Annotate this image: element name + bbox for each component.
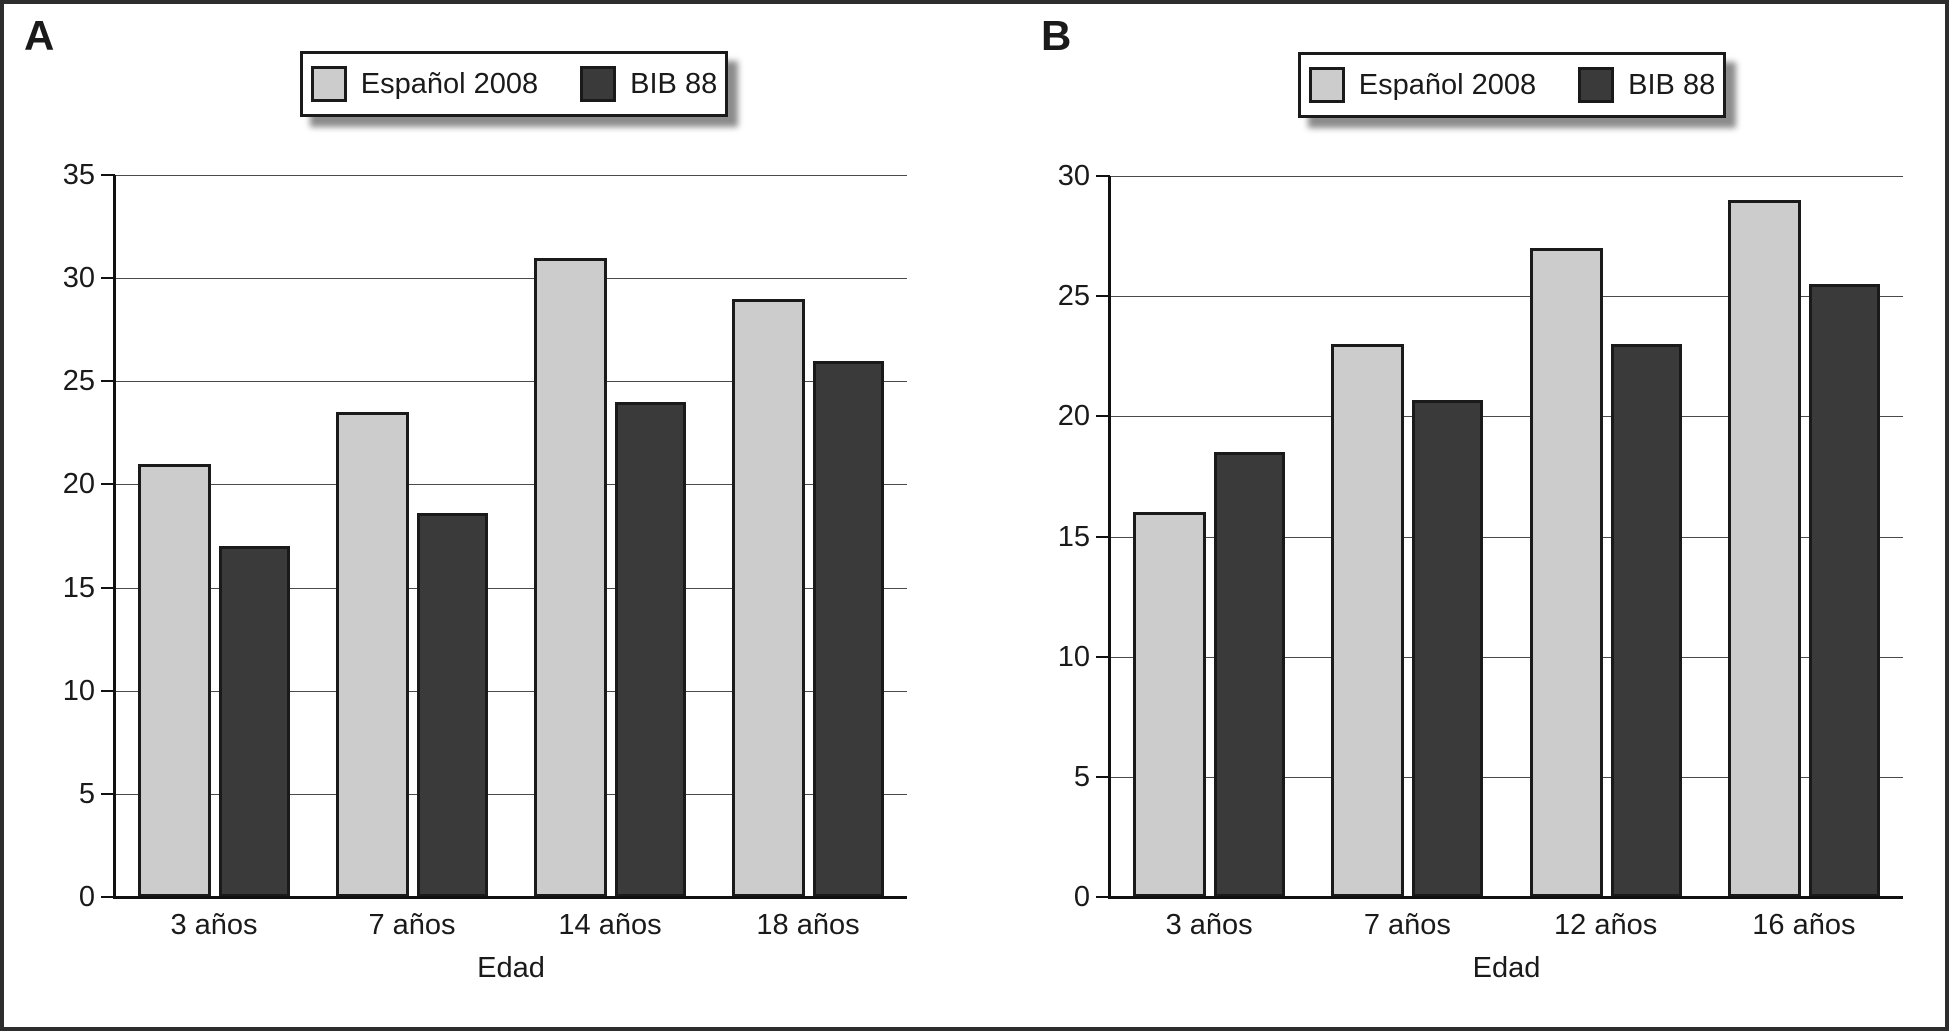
x-category-label: 7 años (1363, 909, 1451, 941)
y-axis (113, 175, 116, 899)
x-axis-baseline (1108, 896, 1903, 899)
bar-español-2008-18-años (732, 298, 805, 897)
bar-bib-88-3-años (1214, 452, 1286, 897)
y-tick-label-25: 25 (1057, 280, 1090, 313)
gridline-10 (115, 690, 907, 692)
bar-español-2008-7-años (1331, 344, 1405, 897)
legend-label: Español 2008 (1358, 68, 1537, 101)
y-tick-label-35: 35 (62, 159, 95, 191)
legend-label: BIB 88 (630, 67, 718, 100)
gridline-5 (115, 793, 907, 795)
y-tick-5 (1096, 775, 1110, 778)
bar-bib-88-18-años (813, 360, 884, 897)
x-category-label: 3 años (170, 909, 258, 941)
legend-entry: BIB 88 (580, 66, 717, 102)
legend-entry: Español 2008 (1308, 67, 1537, 103)
y-tick-25 (1096, 295, 1110, 298)
bar-bib-88-3-años (219, 546, 290, 897)
bar-español-2008-7-años (336, 412, 409, 897)
y-tick-label-25: 25 (62, 365, 95, 398)
bar-bib-88-16-años (1808, 284, 1880, 897)
y-tick-20 (1096, 415, 1110, 418)
legend-swatch-bib-88 (1578, 67, 1615, 103)
y-tick-0 (1096, 896, 1110, 898)
legend-label: Español 2008 (360, 67, 539, 100)
y-tick-label-10: 10 (1057, 640, 1090, 673)
y-tick-label-15: 15 (1057, 520, 1090, 553)
y-tick-25 (101, 380, 115, 383)
y-tick-5 (101, 792, 115, 795)
y-tick-30 (101, 277, 115, 280)
bar-español-2008-3-años (138, 463, 211, 897)
legend-swatch-español-2008 (310, 66, 347, 102)
y-tick-0 (101, 896, 115, 898)
y-tick-label-20: 20 (62, 468, 95, 501)
y-tick-label-10: 10 (62, 674, 95, 707)
y-tick-label-5: 5 (78, 777, 95, 810)
gridline-15 (115, 587, 907, 589)
bar-bib-88-7-años (1412, 399, 1484, 897)
y-tick-label-30: 30 (62, 262, 95, 295)
y-tick-35 (101, 174, 115, 176)
x-axis-title: Edad (1472, 952, 1541, 984)
y-tick-30 (1096, 175, 1110, 177)
bar-español-2008-3-años (1133, 512, 1207, 897)
legend-swatch-bib-88 (580, 66, 617, 102)
y-tick-15 (1096, 535, 1110, 538)
bar-bib-88-14-años (615, 401, 686, 897)
x-category-label: 14 años (558, 909, 662, 941)
bar-bib-88-7-años (417, 513, 488, 897)
gridline-35 (115, 175, 907, 176)
x-axis-baseline (113, 896, 907, 899)
y-tick-label-30: 30 (1057, 160, 1090, 192)
gridline-5 (1110, 776, 1903, 778)
legend-swatch-español-2008 (1308, 67, 1345, 103)
gridline-30 (1110, 176, 1903, 177)
bar-bib-88-12-años (1610, 344, 1682, 897)
y-tick-10 (1096, 655, 1110, 658)
y-tick-10 (101, 689, 115, 692)
y-tick-15 (101, 586, 115, 589)
bar-español-2008-12-años (1529, 248, 1603, 897)
legend-entry: BIB 88 (1578, 67, 1715, 103)
gridline-20 (115, 484, 907, 486)
gridline-25 (115, 381, 907, 383)
y-tick-label-20: 20 (1057, 400, 1090, 433)
bar-español-2008-16-años (1727, 200, 1801, 897)
x-category-label: 12 años (1554, 909, 1658, 941)
gridline-10 (1110, 656, 1903, 658)
x-category-label: 18 años (756, 909, 860, 941)
panel-label-a: A (24, 12, 55, 59)
x-category-label: 3 años (1165, 909, 1253, 941)
gridline-20 (1110, 416, 1903, 418)
y-axis (1108, 176, 1111, 899)
y-tick-label-0: 0 (78, 881, 95, 913)
panel-label-b: B (1041, 12, 1072, 59)
x-axis-title: Edad (477, 952, 545, 984)
y-tick-20 (101, 483, 115, 486)
legend-label: BIB 88 (1628, 68, 1716, 101)
legend-box: Español 2008 BIB 88 (300, 51, 728, 117)
gridline-30 (115, 278, 907, 280)
bar-español-2008-14-años (534, 257, 607, 897)
gridline-15 (1110, 536, 1903, 538)
x-category-label: 16 años (1752, 909, 1856, 941)
y-tick-label-5: 5 (1073, 760, 1090, 793)
legend-entry: Español 2008 (310, 66, 539, 102)
y-tick-label-0: 0 (1073, 881, 1090, 913)
x-category-label: 7 años (368, 909, 456, 941)
legend-box: Español 2008 BIB 88 (1298, 52, 1726, 118)
gridline-25 (1110, 296, 1903, 298)
y-tick-label-15: 15 (62, 571, 95, 604)
